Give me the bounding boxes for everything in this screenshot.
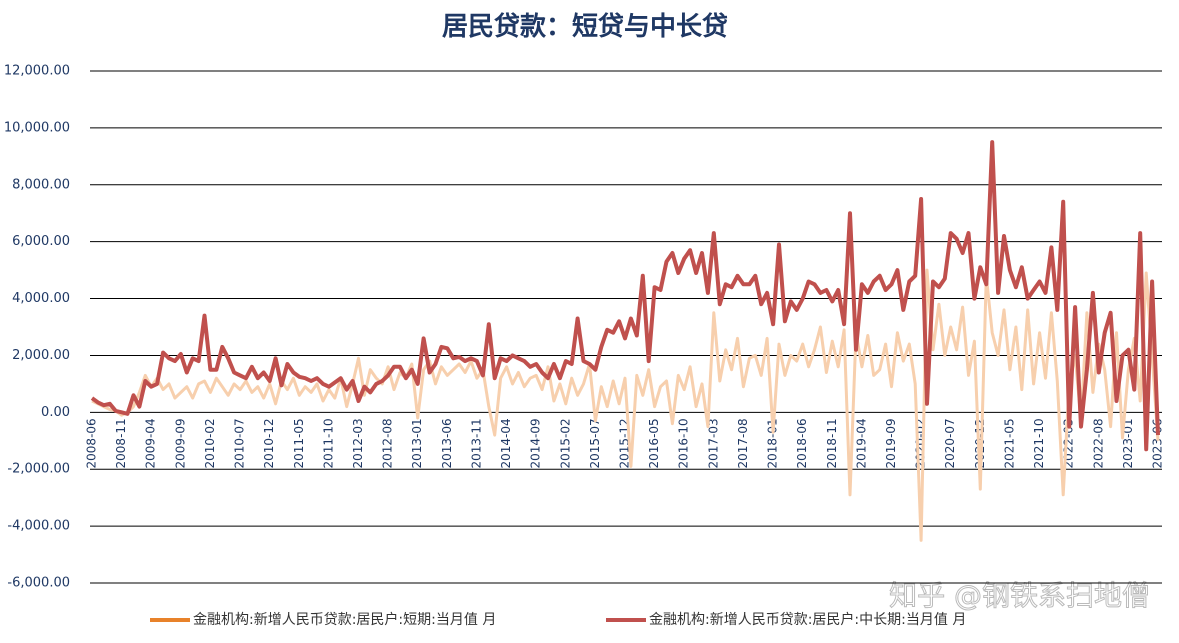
x-tick-label: 2008-06 bbox=[85, 418, 99, 468]
chart-title: 居民贷款：短贷与中长贷 bbox=[442, 11, 728, 42]
x-tick-label: 2014-04 bbox=[499, 418, 513, 468]
x-tick-label: 2020-07 bbox=[943, 418, 957, 468]
x-tick-label: 2016-10 bbox=[677, 418, 691, 468]
y-tick-label: -4,000.00 bbox=[7, 519, 70, 534]
y-tick-label: -6,000.00 bbox=[7, 576, 70, 591]
x-tick-label: 2009-09 bbox=[173, 418, 187, 468]
y-tick-label: 0.00 bbox=[41, 405, 70, 420]
y-tick-label: -2,000.00 bbox=[7, 462, 70, 477]
x-tick-label: 2013-01 bbox=[410, 418, 424, 468]
x-tick-label: 2023-06 bbox=[1151, 418, 1165, 468]
x-tick-label: 2010-12 bbox=[262, 418, 276, 468]
series-line bbox=[91, 268, 1160, 542]
x-tick-label: 2019-09 bbox=[884, 418, 898, 468]
x-tick-label: 2011-05 bbox=[292, 418, 306, 468]
x-tick-label: 2021-05 bbox=[1002, 418, 1016, 468]
x-tick-label: 2022-08 bbox=[1091, 418, 1105, 468]
legend-label: 金融机构:新增人民币贷款:居民户:中长期:当月值 月 bbox=[649, 611, 966, 628]
x-tick-label: 2019-04 bbox=[854, 418, 868, 468]
x-tick-label: 2013-11 bbox=[469, 418, 483, 468]
y-tick-label: 6,000.00 bbox=[12, 234, 70, 249]
x-tick-label: 2018-11 bbox=[825, 418, 839, 468]
x-tick-label: 2017-08 bbox=[736, 418, 750, 468]
x-tick-label: 2017-03 bbox=[706, 418, 720, 468]
x-tick-label: 2015-07 bbox=[588, 418, 602, 468]
y-tick-label: 10,000.00 bbox=[4, 120, 70, 135]
x-tick-label: 2008-11 bbox=[114, 418, 128, 468]
x-tick-label: 2011-10 bbox=[321, 418, 335, 468]
x-tick-label: 2015-02 bbox=[558, 418, 572, 468]
x-tick-label: 2010-07 bbox=[233, 418, 247, 468]
x-tick-label: 2009-04 bbox=[144, 418, 158, 468]
legend-label: 金融机构:新增人民币贷款:居民户:短期:当月值 月 bbox=[193, 611, 496, 628]
x-tick-label: 2010-02 bbox=[203, 418, 217, 468]
series-line bbox=[90, 140, 1160, 452]
y-tick-label: 2,000.00 bbox=[12, 348, 70, 363]
x-tick-label: 2014-09 bbox=[529, 418, 543, 468]
y-tick-label: 12,000.00 bbox=[4, 64, 70, 79]
x-tick-label: 2021-10 bbox=[1032, 418, 1046, 468]
x-tick-label: 2018-06 bbox=[795, 418, 809, 468]
watermark: 知乎 @钢铁系扫地僧 bbox=[889, 579, 1150, 612]
x-tick-label: 2012-08 bbox=[381, 418, 395, 468]
y-tick-label: 4,000.00 bbox=[12, 291, 70, 306]
x-tick-label: 2016-05 bbox=[647, 418, 661, 468]
x-tick-label: 2013-06 bbox=[440, 418, 454, 468]
x-tick-label: 2012-03 bbox=[351, 418, 365, 468]
x-tick-label: 2018-01 bbox=[766, 418, 780, 468]
y-tick-label: 8,000.00 bbox=[12, 177, 70, 192]
